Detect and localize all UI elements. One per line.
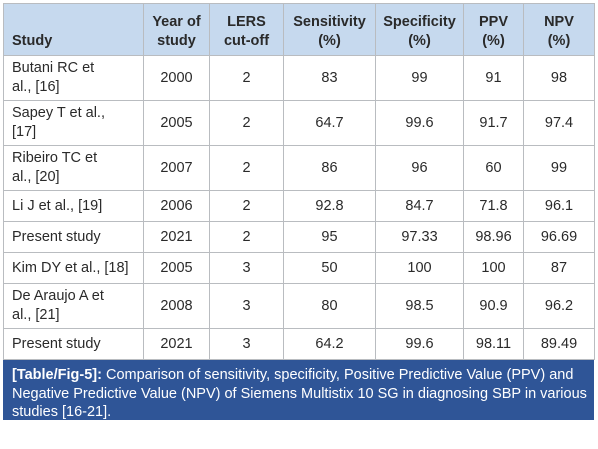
cell-lers: 3 [209, 328, 284, 360]
cell-npv: 96.1 [523, 190, 595, 222]
cell-ppv: 98.11 [463, 328, 524, 360]
cell-year: 2000 [143, 55, 210, 101]
table-row: Present study 2021 3 64.2 99.6 98.11 89.… [3, 328, 595, 360]
cell-specificity: 99.6 [375, 328, 464, 360]
table-row: Present study 2021 2 95 97.33 98.96 96.6… [3, 221, 595, 253]
cell-npv: 99 [523, 145, 595, 191]
header-year: Year of study [143, 3, 210, 56]
cell-study: Present study [3, 328, 144, 360]
table-row: Kim DY et al., [18] 2005 3 50 100 100 87 [3, 252, 595, 284]
cell-specificity: 99.6 [375, 100, 464, 146]
cell-year: 2021 [143, 328, 210, 360]
header-ppv: PPV (%) [463, 3, 524, 56]
cell-sensitivity: 80 [283, 283, 376, 329]
cell-lers: 3 [209, 283, 284, 329]
cell-ppv: 91.7 [463, 100, 524, 146]
cell-ppv: 90.9 [463, 283, 524, 329]
comparison-table: Study Year of study LERS cut-off Sensitivi… [3, 3, 595, 360]
caption-text: Comparison of sensitivity, specificity, … [12, 367, 587, 420]
header-specificity: Specificity (%) [375, 3, 464, 56]
cell-sensitivity: 50 [283, 252, 376, 284]
cell-specificity: 97.33 [375, 221, 464, 253]
cell-specificity: 98.5 [375, 283, 464, 329]
header-sensitivity: Sensitivity (%) [283, 3, 376, 56]
cell-study: Kim DY et al., [18] [3, 252, 144, 284]
header-row: Study Year of study LERS cut-off Sensitivi… [3, 3, 595, 56]
cell-ppv: 100 [463, 252, 524, 284]
cell-year: 2008 [143, 283, 210, 329]
table-row: De Araujo A et al., [21] 2008 3 80 98.5 9… [3, 283, 595, 329]
table-figure: Study Year of study LERS cut-off Sensitivi… [3, 3, 595, 420]
cell-year: 2005 [143, 100, 210, 146]
caption-tag: [Table/Fig-5]: [12, 367, 102, 383]
cell-specificity: 99 [375, 55, 464, 101]
cell-study: Li J et al., [19] [3, 190, 144, 222]
cell-npv: 97.4 [523, 100, 595, 146]
header-lers: LERS cut-off [209, 3, 284, 56]
cell-npv: 96.2 [523, 283, 595, 329]
cell-ppv: 71.8 [463, 190, 524, 222]
cell-year: 2005 [143, 252, 210, 284]
cell-sensitivity: 95 [283, 221, 376, 253]
cell-study: De Araujo A et al., [21] [3, 283, 144, 329]
cell-sensitivity: 64.7 [283, 100, 376, 146]
cell-sensitivity: 83 [283, 55, 376, 101]
cell-specificity: 84.7 [375, 190, 464, 222]
cell-sensitivity: 86 [283, 145, 376, 191]
table-caption: [Table/Fig-5]: Comparison of sensitivity… [3, 360, 594, 420]
table-row: Sapey T et al., [17] 2005 2 64.7 99.6 91.… [3, 100, 595, 146]
cell-study: Ribeiro TC et al., [20] [3, 145, 144, 191]
cell-ppv: 91 [463, 55, 524, 101]
cell-lers: 2 [209, 145, 284, 191]
table-row: Ribeiro TC et al., [20] 2007 2 86 96 60 9… [3, 145, 595, 191]
cell-ppv: 60 [463, 145, 524, 191]
header-npv: NPV (%) [523, 3, 595, 56]
cell-study: Butani RC et al., [16] [3, 55, 144, 101]
cell-sensitivity: 64.2 [283, 328, 376, 360]
cell-year: 2006 [143, 190, 210, 222]
cell-lers: 3 [209, 252, 284, 284]
table-row: Butani RC et al., [16] 2000 2 83 99 91 98 [3, 55, 595, 101]
cell-npv: 98 [523, 55, 595, 101]
cell-lers: 2 [209, 190, 284, 222]
header-study: Study [3, 3, 144, 56]
cell-lers: 2 [209, 55, 284, 101]
cell-lers: 2 [209, 221, 284, 253]
cell-year: 2007 [143, 145, 210, 191]
cell-npv: 87 [523, 252, 595, 284]
cell-study: Present study [3, 221, 144, 253]
cell-npv: 96.69 [523, 221, 595, 253]
cell-year: 2021 [143, 221, 210, 253]
cell-sensitivity: 92.8 [283, 190, 376, 222]
table-row: Li J et al., [19] 2006 2 92.8 84.7 71.8 … [3, 190, 595, 222]
cell-npv: 89.49 [523, 328, 595, 360]
cell-specificity: 100 [375, 252, 464, 284]
cell-lers: 2 [209, 100, 284, 146]
cell-study: Sapey T et al., [17] [3, 100, 144, 146]
cell-ppv: 98.96 [463, 221, 524, 253]
cell-specificity: 96 [375, 145, 464, 191]
